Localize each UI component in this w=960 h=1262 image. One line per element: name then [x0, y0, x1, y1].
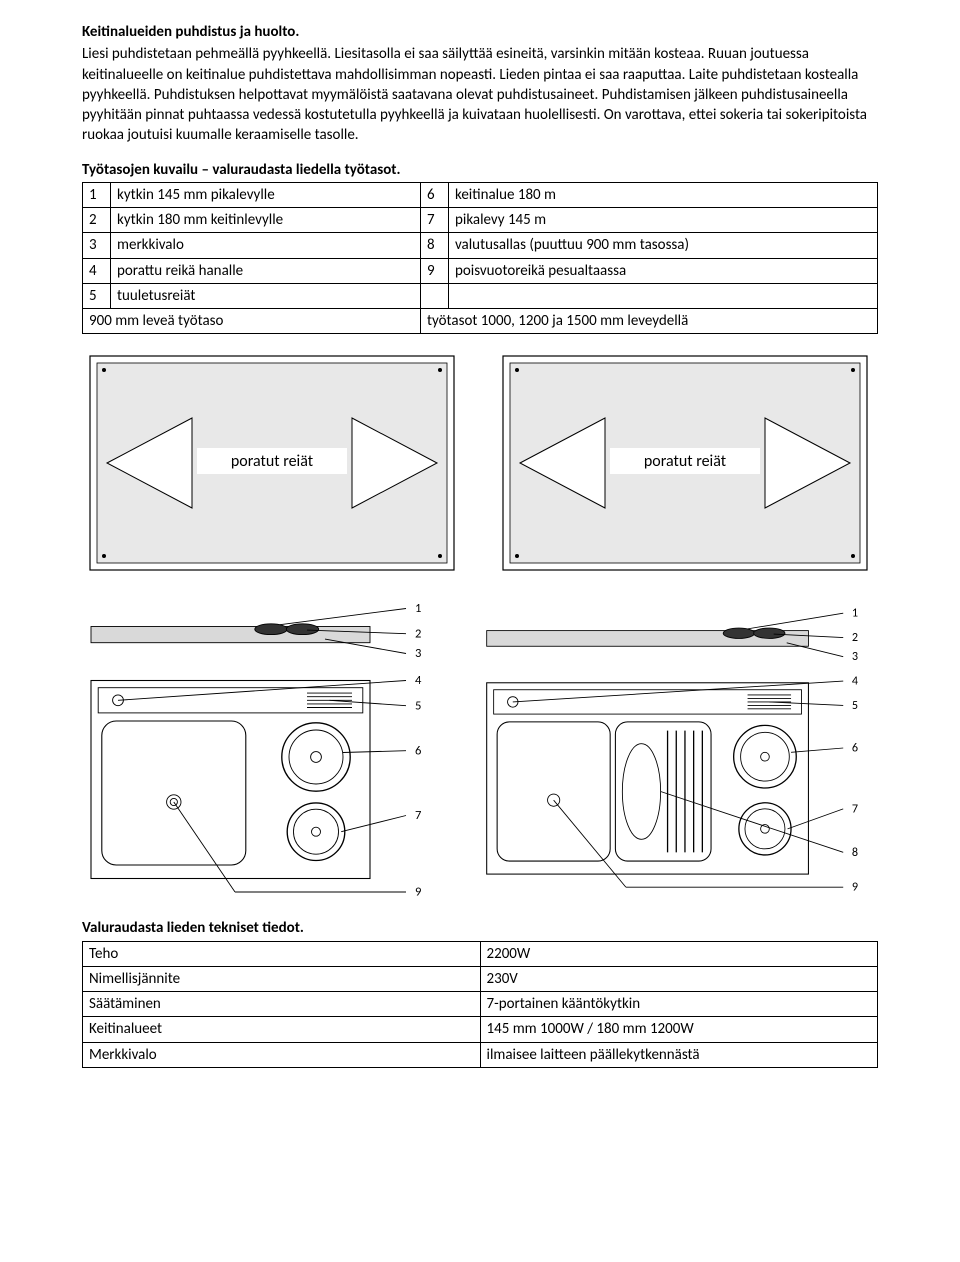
svg-text:1: 1	[852, 606, 858, 621]
svg-text:poratut reiät: poratut reiät	[231, 452, 314, 471]
svg-text:4: 4	[852, 674, 858, 689]
svg-text:9: 9	[415, 885, 421, 898]
svg-text:4: 4	[415, 673, 422, 688]
description-table: 1kytkin 145 mm pikalevylle6keitinalue 18…	[82, 182, 878, 335]
svg-text:5: 5	[852, 698, 858, 713]
svg-text:7: 7	[415, 808, 421, 823]
svg-text:6: 6	[852, 741, 858, 756]
svg-text:2: 2	[852, 630, 858, 645]
top-diagrams: poratut reiät poratut reiät	[82, 348, 878, 578]
diagram-900-worktop: 1 2 3 4 5	[82, 598, 442, 898]
cleaning-paragraph: Liesi puhdistetaan pehmeällä pyyhkeellä.…	[82, 44, 878, 145]
svg-text:2: 2	[415, 627, 421, 642]
svg-text:8: 8	[852, 845, 858, 860]
diagram-wide-panel: poratut reiät	[495, 348, 878, 578]
svg-text:3: 3	[415, 646, 421, 661]
section-heading: Keitinalueiden puhdistus ja huolto.	[82, 22, 878, 42]
specs-table: Teho2200WNimellisjännite230VSäätäminen7-…	[82, 941, 878, 1068]
diagram-wide-worktop: 1 2 3	[478, 598, 878, 898]
svg-text:1: 1	[415, 601, 421, 616]
section-heading-3: Valuraudasta lieden tekniset tiedot.	[82, 918, 878, 938]
svg-text:poratut reiät: poratut reiät	[644, 452, 727, 471]
svg-text:5: 5	[415, 699, 421, 714]
svg-text:9: 9	[852, 880, 858, 895]
diagram-900mm-panel: poratut reiät	[82, 348, 465, 578]
section-heading-2: Työtasojen kuvailu – valuraudasta liedel…	[82, 160, 878, 180]
svg-text:6: 6	[415, 744, 421, 759]
bottom-diagrams: 1 2 3 4 5	[82, 598, 878, 898]
svg-text:3: 3	[852, 649, 858, 664]
svg-text:7: 7	[852, 802, 858, 817]
